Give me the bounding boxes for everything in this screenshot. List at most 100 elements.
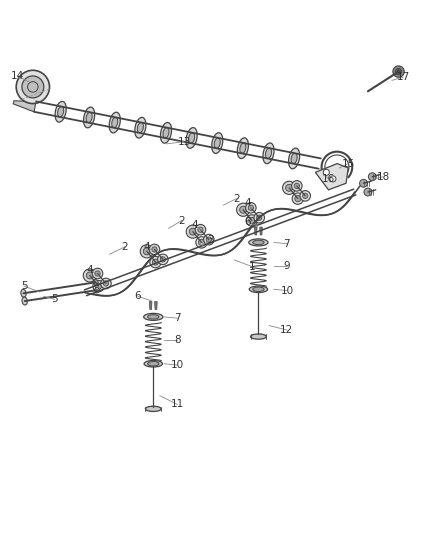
Circle shape — [368, 173, 376, 181]
Text: 14: 14 — [11, 71, 24, 81]
Ellipse shape — [148, 314, 159, 319]
Text: 6: 6 — [134, 291, 141, 301]
Circle shape — [198, 227, 203, 232]
Text: 2: 2 — [121, 242, 128, 252]
Text: 4: 4 — [143, 242, 150, 252]
Polygon shape — [254, 227, 257, 235]
Circle shape — [149, 244, 160, 255]
Ellipse shape — [212, 133, 223, 154]
Circle shape — [292, 193, 304, 204]
Text: 10: 10 — [171, 360, 184, 370]
Circle shape — [254, 213, 265, 223]
Ellipse shape — [55, 101, 66, 122]
Circle shape — [248, 205, 254, 211]
Text: 7: 7 — [174, 313, 181, 323]
Ellipse shape — [249, 286, 268, 293]
Circle shape — [95, 283, 102, 289]
Circle shape — [237, 203, 250, 216]
Polygon shape — [13, 101, 36, 112]
Ellipse shape — [112, 117, 118, 128]
Circle shape — [95, 271, 100, 276]
Text: 16: 16 — [322, 174, 335, 184]
Ellipse shape — [95, 287, 99, 293]
Ellipse shape — [138, 123, 143, 133]
Ellipse shape — [21, 289, 26, 297]
Text: 17: 17 — [396, 72, 410, 82]
Circle shape — [330, 176, 336, 182]
Ellipse shape — [186, 127, 197, 148]
Ellipse shape — [58, 107, 64, 117]
Circle shape — [257, 215, 262, 220]
Circle shape — [189, 228, 196, 235]
Circle shape — [101, 278, 111, 289]
Polygon shape — [149, 302, 152, 310]
Circle shape — [294, 183, 300, 189]
Ellipse shape — [145, 406, 161, 411]
Ellipse shape — [240, 143, 246, 154]
Ellipse shape — [160, 123, 172, 143]
Circle shape — [240, 206, 247, 213]
Text: 15: 15 — [342, 159, 355, 168]
Circle shape — [292, 181, 302, 191]
Circle shape — [360, 179, 367, 187]
Circle shape — [364, 188, 372, 196]
Circle shape — [16, 70, 49, 103]
Ellipse shape — [189, 133, 194, 143]
Circle shape — [396, 69, 402, 75]
Ellipse shape — [22, 297, 27, 305]
Text: 11: 11 — [171, 399, 184, 409]
Circle shape — [303, 193, 308, 198]
Circle shape — [323, 169, 329, 175]
Ellipse shape — [144, 360, 162, 367]
Text: 1: 1 — [248, 262, 255, 271]
Circle shape — [158, 254, 168, 264]
Circle shape — [93, 280, 104, 292]
Polygon shape — [155, 302, 157, 310]
Text: 12: 12 — [280, 325, 293, 335]
Ellipse shape — [135, 117, 146, 138]
Ellipse shape — [249, 239, 268, 246]
Circle shape — [103, 281, 109, 286]
Circle shape — [160, 257, 166, 262]
Ellipse shape — [94, 280, 98, 285]
Text: 6: 6 — [244, 217, 251, 227]
Circle shape — [246, 203, 256, 213]
Ellipse shape — [86, 112, 92, 123]
Text: 10: 10 — [280, 286, 293, 296]
Circle shape — [196, 237, 207, 248]
Text: 4: 4 — [191, 220, 198, 230]
Circle shape — [286, 184, 293, 191]
Text: 2: 2 — [178, 215, 185, 225]
Circle shape — [143, 248, 150, 255]
Circle shape — [140, 245, 153, 258]
Text: 5: 5 — [21, 281, 28, 291]
Ellipse shape — [263, 143, 274, 164]
Ellipse shape — [265, 148, 272, 158]
Circle shape — [195, 224, 206, 235]
Circle shape — [198, 239, 205, 246]
Circle shape — [22, 76, 44, 98]
Text: 2: 2 — [233, 193, 240, 204]
Polygon shape — [260, 227, 262, 235]
Circle shape — [83, 269, 96, 282]
Text: 8: 8 — [174, 335, 181, 345]
Ellipse shape — [253, 240, 264, 245]
Circle shape — [249, 217, 255, 223]
Circle shape — [152, 259, 159, 265]
Ellipse shape — [144, 313, 163, 320]
Text: 18: 18 — [377, 172, 390, 182]
Ellipse shape — [253, 287, 264, 292]
Circle shape — [300, 191, 311, 201]
Ellipse shape — [84, 107, 95, 128]
Text: 7: 7 — [283, 239, 290, 249]
Ellipse shape — [289, 148, 300, 169]
Ellipse shape — [163, 127, 169, 138]
Text: 4: 4 — [86, 265, 93, 275]
Text: 13: 13 — [177, 136, 191, 147]
Polygon shape — [315, 164, 348, 190]
Circle shape — [152, 247, 157, 252]
Circle shape — [393, 66, 404, 77]
Circle shape — [150, 256, 161, 268]
Text: 5: 5 — [51, 294, 58, 304]
Circle shape — [86, 272, 93, 279]
